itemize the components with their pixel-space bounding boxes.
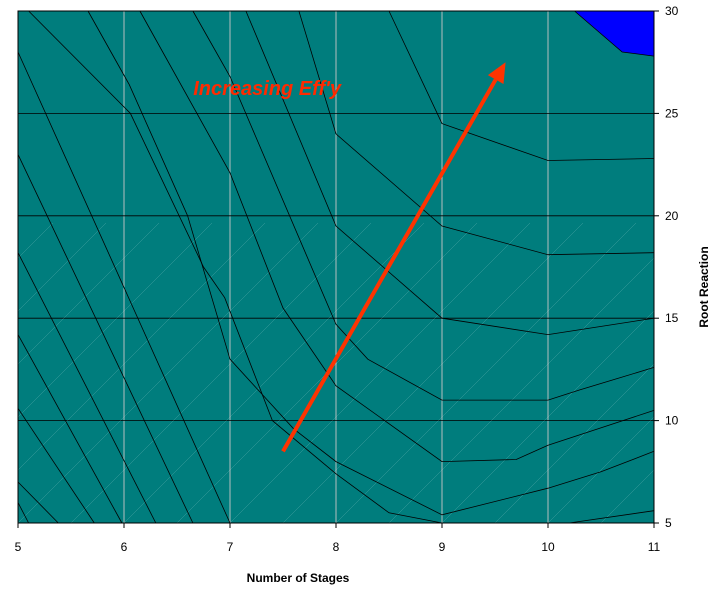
surface-diagonal [0,222,213,436]
contour-line [17,154,194,524]
surface-diagonal [0,222,54,277]
contour-band [574,11,654,57]
increasing-efficiency-annotation: Increasing Eff'y [193,78,342,100]
x-tick-label: 11 [648,540,661,554]
contour-line [139,10,655,463]
surface-diagonal [441,245,719,524]
contour-lines [17,10,655,524]
y-tick-label: 20 [665,209,679,223]
y-tick-label: 30 [665,4,679,18]
contour-line [17,51,231,524]
y-tick-label: 25 [665,106,679,120]
efficiency-arrow [281,78,498,453]
x-tick-label: 10 [541,540,555,554]
surface-diagonal [70,222,372,524]
contour-line [17,502,29,524]
surface-diagonal [282,222,584,524]
surface-diagonal [0,222,107,330]
x-axis-title: Number of Stages [247,571,350,585]
surface-diagonal [600,404,719,524]
surface-diagonal [123,222,425,524]
surface-diagonal [17,222,319,524]
x-tick-label: 6 [121,540,128,554]
surface-diagonal [388,222,690,524]
surface-diagonal [0,222,160,383]
y-axis-title: Root Reaction [697,246,711,327]
x-tick-label: 8 [333,540,340,554]
contour-line [17,334,123,524]
contour-line [245,10,655,336]
surface-diagonal [653,457,719,524]
contour-line [17,408,95,524]
surface-diagonal [494,298,719,524]
y-tick-label: 15 [665,311,679,325]
x-tick-label: 9 [439,540,446,554]
y-axis: 5 10 15 20 25 30 [654,4,679,530]
contour-line [574,10,655,57]
contour-line [17,252,157,524]
surface-diagonal [0,222,266,489]
contour-line [192,10,655,401]
contour-line [298,10,655,256]
y-tick-label: 10 [665,414,679,428]
contour-line [388,10,655,161]
surface-diagonal [335,222,637,524]
x-axis: 5 6 7 8 9 10 11 [15,523,661,554]
contour-line [87,10,655,516]
x-tick-label: 5 [15,540,22,554]
y-tick-label: 5 [665,516,672,530]
surface-diagonal [229,222,531,524]
contour-line [17,481,59,524]
efficiency-arrow-head [487,62,506,85]
x-tick-label: 7 [227,540,234,554]
